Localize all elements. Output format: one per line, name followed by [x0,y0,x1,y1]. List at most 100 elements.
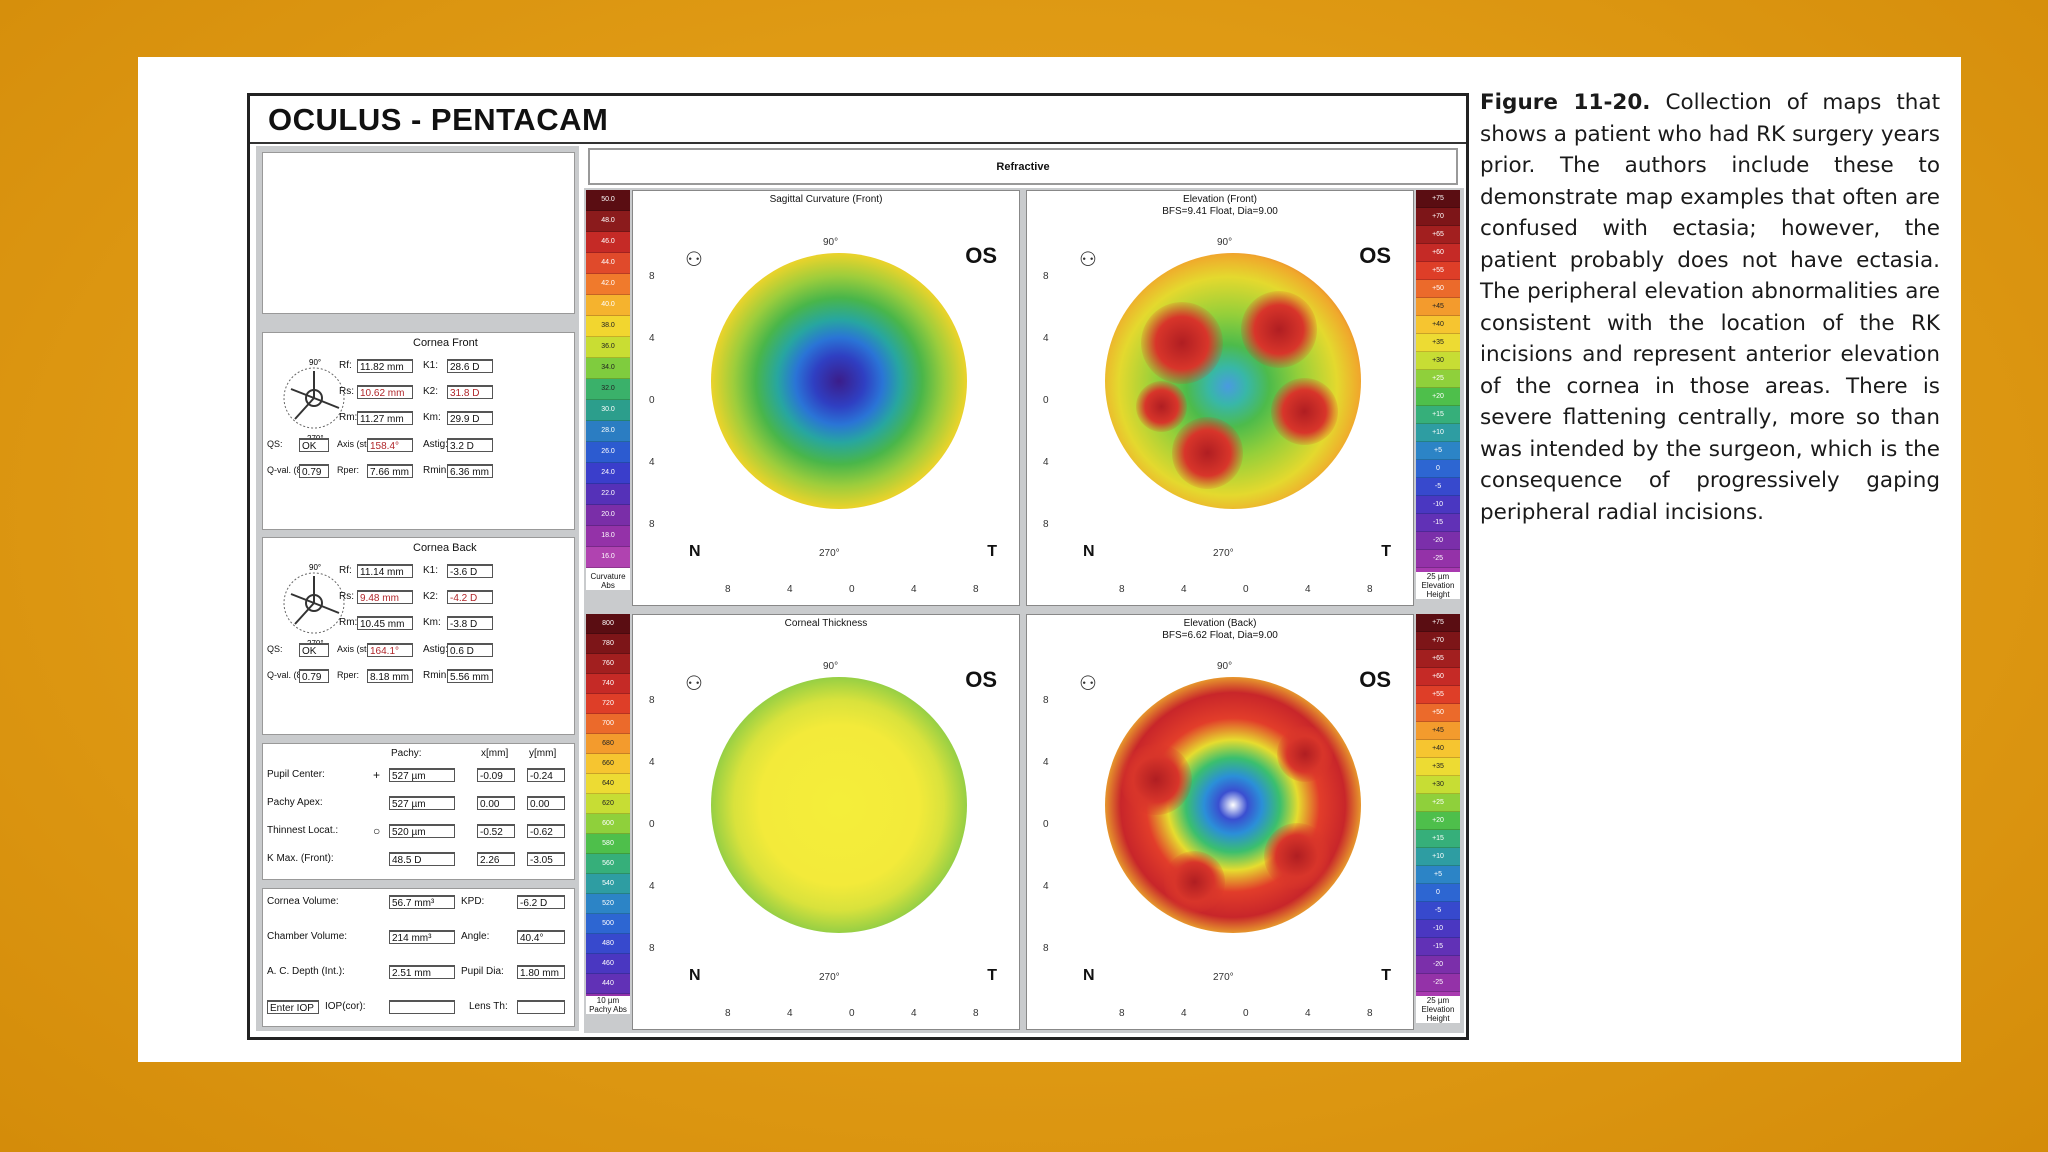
scale-step: 580 [586,834,630,854]
x-value[interactable]: -0.09 [477,768,515,782]
y-value[interactable]: 0.00 [527,796,565,810]
x-value[interactable]: 0.00 [477,796,515,810]
vol-label: KPD: [461,896,485,907]
pachy-value[interactable]: 520 µm [389,824,455,838]
scale-step: 780 [586,634,630,654]
row-label: QS: [267,644,283,654]
value-field[interactable]: 29.9 D [447,411,493,425]
row-label: QS: [267,439,283,449]
scale-caption: Curvature Abs [586,572,630,590]
deg-top-label: 90° [1217,237,1233,248]
value-field[interactable]: 7.66 mm [367,464,413,478]
scale-step: +10 [1416,848,1460,866]
map-title-text: Elevation (Back) [1183,618,1257,629]
vol-value[interactable]: 214 mm³ [389,930,455,944]
value-field[interactable]: 11.82 mm [357,359,413,373]
scale-step: -20 [1416,532,1460,550]
x-axis-tick: 4 [911,584,917,595]
temporal-label: T [987,967,997,984]
pachy-value[interactable]: 48.5 D [389,852,455,866]
y-axis-tick: 8 [1043,519,1049,530]
scale-step: -5 [1416,902,1460,920]
vol-value[interactable]: 1.80 mm [517,965,565,979]
pachy-row-label: K Max. (Front): [267,853,334,864]
value-field[interactable]: 8.18 mm [367,669,413,683]
scale-step: 540 [586,874,630,894]
pachy-value[interactable]: 527 µm [389,768,455,782]
value-field[interactable]: 10.62 mm [357,385,413,399]
vol-value[interactable]: 2.51 mm [389,965,455,979]
scale-step: 440 [586,974,630,994]
row-label: Km: [423,617,441,628]
enter-iop-button[interactable]: Enter IOP [267,1000,319,1014]
scale-step: 660 [586,754,630,774]
iop-field[interactable] [389,1000,455,1014]
value-field[interactable]: 164.1° [367,643,413,657]
brand-divider [250,142,1466,144]
scale-step: +75 [1416,190,1460,208]
lens-field[interactable] [517,1000,565,1014]
map-panel-elev-front: Elevation (Front) BFS=9.41 Float, Dia=9.0… [1026,190,1414,606]
value-field[interactable]: 158.4° [367,438,413,452]
y-value[interactable]: -0.24 [527,768,565,782]
eye-os-label: OS [965,243,997,268]
value-field[interactable]: OK [299,438,329,452]
y-value[interactable]: -0.62 [527,824,565,838]
scale-step: -10 [1416,920,1460,938]
svg-text:90°: 90° [309,563,321,572]
value-field[interactable]: 0.6 D [447,643,493,657]
scale-step: +70 [1416,208,1460,226]
x-head: x[mm] [481,748,509,759]
x-axis-tick: 4 [911,1008,917,1019]
scale-step: +5 [1416,442,1460,460]
vol-value[interactable]: 56.7 mm³ [389,895,455,909]
value-field[interactable]: -4.2 D [447,590,493,604]
y-axis-tick: 8 [649,943,655,954]
scale-step: -10 [1416,496,1460,514]
scale-step: 42.0 [586,274,630,295]
value-field[interactable]: 6.36 mm [447,464,493,478]
x-value[interactable]: 2.26 [477,852,515,866]
scale-step: +20 [1416,812,1460,830]
elevation-hotspot [1271,378,1338,445]
scale-step: 36.0 [586,337,630,358]
map-title: Elevation (Front) BFS=9.41 Float, Dia=9.0… [1027,194,1413,218]
value-field[interactable]: -3.6 D [447,564,493,578]
vol-value[interactable]: -6.2 D [517,895,565,909]
scale-step: -25 [1416,974,1460,992]
value-field[interactable]: 0.79 [299,669,329,683]
scale-step: -20 [1416,956,1460,974]
x-value[interactable]: -0.52 [477,824,515,838]
y-value[interactable]: -3.05 [527,852,565,866]
value-field[interactable]: 11.14 mm [357,564,413,578]
value-field[interactable]: 10.45 mm [357,616,413,630]
scale-step: +25 [1416,370,1460,388]
value-field[interactable]: 31.8 D [447,385,493,399]
scale-step: 26.0 [586,442,630,463]
brand-title: OCULUS - PENTACAM [268,102,609,137]
value-field[interactable]: OK [299,643,329,657]
scale-step: +70 [1416,632,1460,650]
value-field[interactable]: 0.79 [299,464,329,478]
scale-step: +50 [1416,704,1460,722]
pachy-value[interactable]: 527 µm [389,796,455,810]
elevation-hotspot [1276,725,1333,782]
scale-step: 500 [586,914,630,934]
y-axis-tick: 0 [1043,395,1049,406]
map-subtitle: BFS=9.41 Float, Dia=9.00 [1162,206,1278,217]
row-label: Rm: [339,617,358,628]
vol-label: A. C. Depth (Int.): [267,966,345,977]
scale-step: 480 [586,934,630,954]
scale-step: +45 [1416,298,1460,316]
value-field[interactable]: 3.2 D [447,438,493,452]
pachy-row-label: Thinnest Locat.: [267,825,339,836]
value-field[interactable]: 9.48 mm [357,590,413,604]
value-field[interactable]: 28.6 D [447,359,493,373]
scale-step: +65 [1416,226,1460,244]
vol-value[interactable]: 40.4° [517,930,565,944]
value-field[interactable]: -3.8 D [447,616,493,630]
value-field[interactable]: 11.27 mm [357,411,413,425]
caption-text: Collection of maps that shows a patient … [1480,90,1940,525]
y-axis-tick: 4 [649,881,655,892]
value-field[interactable]: 5.56 mm [447,669,493,683]
